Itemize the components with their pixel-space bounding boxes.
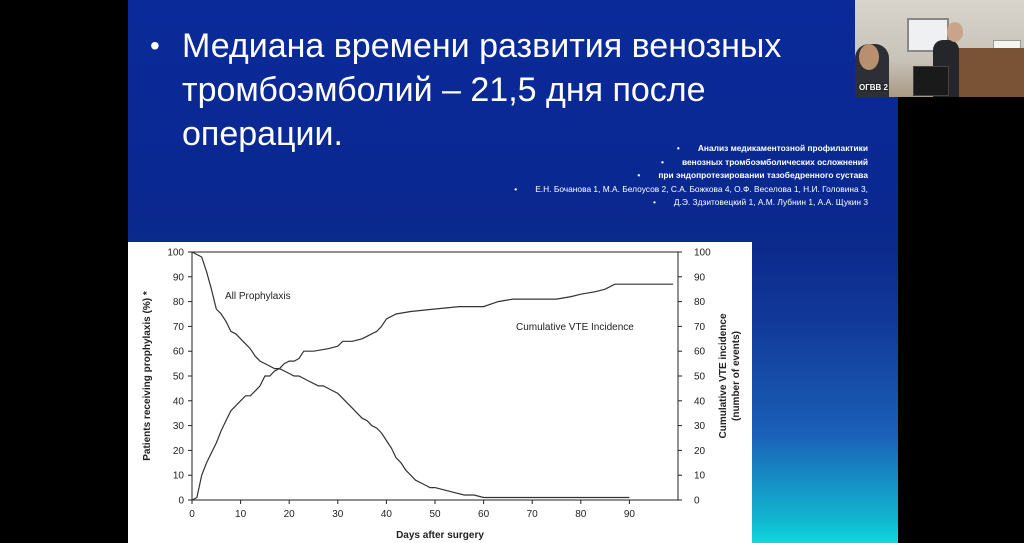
- y-tick-label-left: 70: [173, 322, 185, 333]
- series-line-prophylaxis: [191, 251, 630, 499]
- bullet-dot-icon: •: [150, 30, 160, 61]
- series-line-vte: [191, 283, 674, 501]
- y-tick-label-right: 80: [694, 297, 706, 308]
- y-tick-label-left: 80: [173, 297, 185, 308]
- y-tick-label-right: 30: [694, 421, 706, 432]
- vte-chart: 0 0 10 10 20 20 30 30 40 40 50 50 60 60 70 70 80 80 90 90 10…: [128, 242, 752, 543]
- y-tick-label-right: 40: [694, 396, 706, 407]
- x-tick-label: 60: [478, 509, 490, 520]
- y-tick-label-right: 20: [694, 446, 706, 457]
- y-tick-label-left: 20: [173, 446, 185, 457]
- y-tick-label-left: 30: [173, 421, 185, 432]
- y-tick-label-right: 50: [694, 372, 706, 383]
- x-tick-label: 30: [332, 509, 344, 520]
- reference-line: • венозных тромбоэмболических осложнений: [661, 156, 868, 167]
- x-tick-label: 80: [575, 509, 587, 520]
- x-tick-label: 70: [527, 509, 539, 520]
- video-monitor: [913, 66, 949, 96]
- y-tick-label-left: 100: [167, 248, 184, 259]
- video-tile[interactable]: ОГВВ 2: [855, 0, 1024, 97]
- y-tick-label-left: 90: [173, 272, 185, 283]
- x-tick-label: 90: [624, 509, 636, 520]
- video-participant-head: [947, 22, 963, 42]
- presentation-slide: • Медиана времени развития венозных тром…: [128, 0, 898, 543]
- x-tick-label: 0: [189, 509, 195, 520]
- x-axis-label: Days after surgery: [396, 530, 484, 541]
- y-tick-label-left: 0: [178, 496, 184, 507]
- y-tick-label-right: 100: [694, 248, 711, 259]
- y-axis-label-right: Cumulative VTE incidence: [718, 313, 729, 438]
- x-tick-label: 50: [429, 509, 441, 520]
- reference-line: • при эндопротезировании тазобедренного с…: [637, 170, 868, 180]
- slide-bullet-text: Медиана времени развития венозных тромбо…: [182, 27, 782, 153]
- video-tile-label: ОГВВ 2: [859, 83, 888, 92]
- video-whiteboard: [907, 18, 949, 52]
- y-axis-label-right-units: (number of events): [731, 331, 742, 421]
- annotation-cumulative-vte: Cumulative VTE Incidence: [516, 322, 634, 333]
- y-tick-label-right: 10: [694, 471, 706, 482]
- y-tick-label-right: 70: [694, 322, 706, 333]
- y-tick-label-right: 90: [694, 272, 706, 283]
- y-tick-label-left: 50: [173, 372, 185, 383]
- y-tick-label-left: 60: [173, 347, 185, 358]
- video-participant-head: [859, 44, 879, 70]
- y-tick-label-right: 60: [694, 347, 706, 358]
- y-tick-label-left: 40: [173, 396, 185, 407]
- reference-line: • Анализ медикаментозной профилактики: [676, 143, 868, 153]
- reference-line: • Е.Н. Бочанова 1, М.А. Белоусов 2, С.А. …: [514, 183, 868, 194]
- y-tick-label-right: 0: [694, 496, 700, 507]
- reference-line: • Д.Э. Здзитовецкий 1, А.М. Лубнин 1, А.А…: [652, 197, 868, 207]
- y-tick-label-left: 10: [173, 471, 185, 482]
- reference-block: • Анализ медикаментозной профилактики • ве…: [458, 142, 868, 210]
- x-tick-label: 10: [235, 509, 247, 520]
- x-tick-label: 20: [284, 509, 296, 520]
- annotation-all-prophylaxis: All Prophylaxis: [225, 291, 291, 302]
- x-tick-label: 40: [381, 509, 393, 520]
- y-axis-label-left: Patients receiving prophylaxis (%) *: [142, 291, 153, 461]
